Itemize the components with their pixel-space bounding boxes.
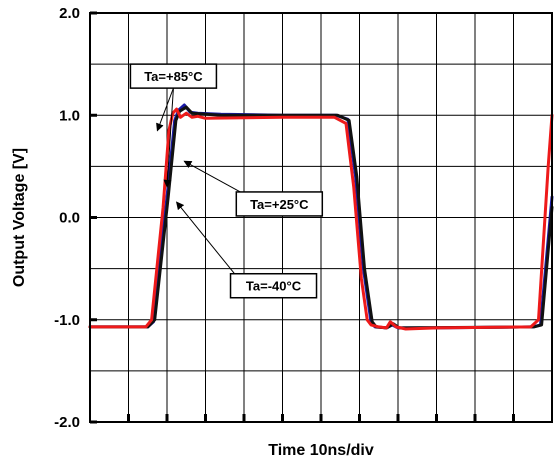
annotation-arrow — [183, 160, 241, 193]
y-tick-label: -2.0 — [54, 414, 80, 431]
annotation-box — [129, 63, 218, 89]
y-axis-title: Output Voltage [V] — [11, 148, 28, 287]
annotation-arrow — [175, 201, 235, 275]
annotation-label: Ta=-40°C — [246, 279, 302, 294]
annotation-arrow — [156, 87, 174, 132]
annotation-label: Ta=+85°C — [144, 69, 203, 84]
x-axis-title: Time 10ns/div — [268, 442, 374, 459]
x-tick-marks — [90, 11, 515, 424]
y-tick-label: 1.0 — [59, 107, 80, 124]
y-tick-label: 0.0 — [59, 210, 80, 227]
y-tick-label: -1.0 — [54, 312, 80, 329]
y-tick-label: 2.0 — [59, 5, 80, 22]
annotation-box — [229, 272, 318, 299]
annotation-arrow — [163, 88, 174, 188]
y-tick-labels: 2.0 1.0 0.0 -1.0 -2.0 — [54, 5, 80, 431]
annotation-label: Ta=+25°C — [250, 197, 309, 212]
annotation-box — [235, 191, 324, 217]
annotation-layer: Ta=+85°C Ta=+25°C Ta=-40°C — [129, 63, 324, 299]
